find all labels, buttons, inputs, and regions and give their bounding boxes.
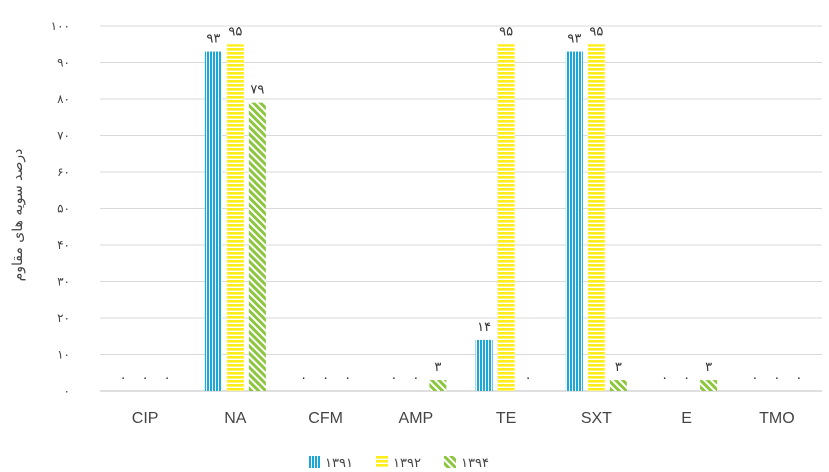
data-label: ۰ [661,371,668,386]
data-label: ۰ [773,371,780,386]
data-label: ۱۴ [477,320,491,335]
x-category-label: TE [496,410,516,427]
data-label: ۰ [164,371,171,386]
data-label: ۰ [344,371,351,386]
y-tick-label: ۱۰۰ [51,19,70,33]
bar [475,339,493,391]
x-category-label: NA [224,410,247,427]
bar [587,44,605,391]
y-tick-label: ۹۰ [57,56,70,70]
x-category-label: TMO [759,410,795,427]
data-label: ۰ [525,371,532,386]
y-tick-label: ۰ [64,384,70,398]
y-axis-label: درصد سویه های مقاوم [10,149,26,282]
x-category-label: SXT [581,410,612,427]
legend-swatch [376,456,388,468]
bar [565,51,583,392]
y-tick-label: ۱۰ [57,348,70,362]
bar [497,44,515,391]
y-tick-label: ۴۰ [57,238,70,252]
data-label: ۰ [322,371,329,386]
data-label: ۰ [390,371,397,386]
legend: ۱۳۹۱ ۱۳۹۲ ۱۳۹۴ [308,456,489,471]
data-label: ۹۳ [567,32,581,47]
data-label: ۹۵ [228,24,242,39]
x-category-label: E [681,410,692,427]
data-label: ۰ [142,371,149,386]
bar [226,44,244,391]
y-tick-label: ۲۰ [57,311,70,325]
data-label: ۷۹ [250,83,264,98]
bar [609,380,627,391]
data-label: ۳ [705,360,712,375]
x-category-label: AMP [399,410,434,427]
data-label: ۰ [795,371,802,386]
bar [700,380,718,391]
y-tick-label: ۶۰ [57,165,70,179]
bar [248,102,266,392]
legend-swatch [308,456,320,468]
bar [429,380,447,391]
x-category-label: CFM [308,410,343,427]
data-label: ۳ [434,360,441,375]
legend-label: ۱۳۹۲ [393,456,421,471]
data-label: ۰ [120,371,127,386]
y-axis-ticks: ۰ ۱۰ ۲۰ ۳۰ ۴۰ ۵۰ ۶۰ ۷۰ ۸۰ ۹۰ ۱۰۰ [51,19,70,398]
data-label: ۰ [683,371,690,386]
data-label: ۰ [412,371,419,386]
data-label: ۳ [615,360,622,375]
y-tick-label: ۵۰ [57,202,70,216]
data-label: ۰ [751,371,758,386]
data-label: ۰ [300,371,307,386]
data-label: ۹۵ [499,24,513,39]
x-axis-categories: CIP NA CFM AMP TE SXT E TMO [132,410,795,427]
bar [204,51,222,392]
data-label: ۹۳ [206,32,220,47]
y-tick-label: ۸۰ [57,92,70,106]
legend-swatch [444,456,456,468]
y-tick-label: ۷۰ [57,129,70,143]
data-label: ۹۵ [589,24,603,39]
y-tick-label: ۳۰ [57,275,70,289]
legend-label: ۱۳۹۱ [325,456,353,471]
x-category-label: CIP [132,410,159,427]
legend-label: ۱۳۹۴ [461,456,489,471]
bars [204,44,718,392]
